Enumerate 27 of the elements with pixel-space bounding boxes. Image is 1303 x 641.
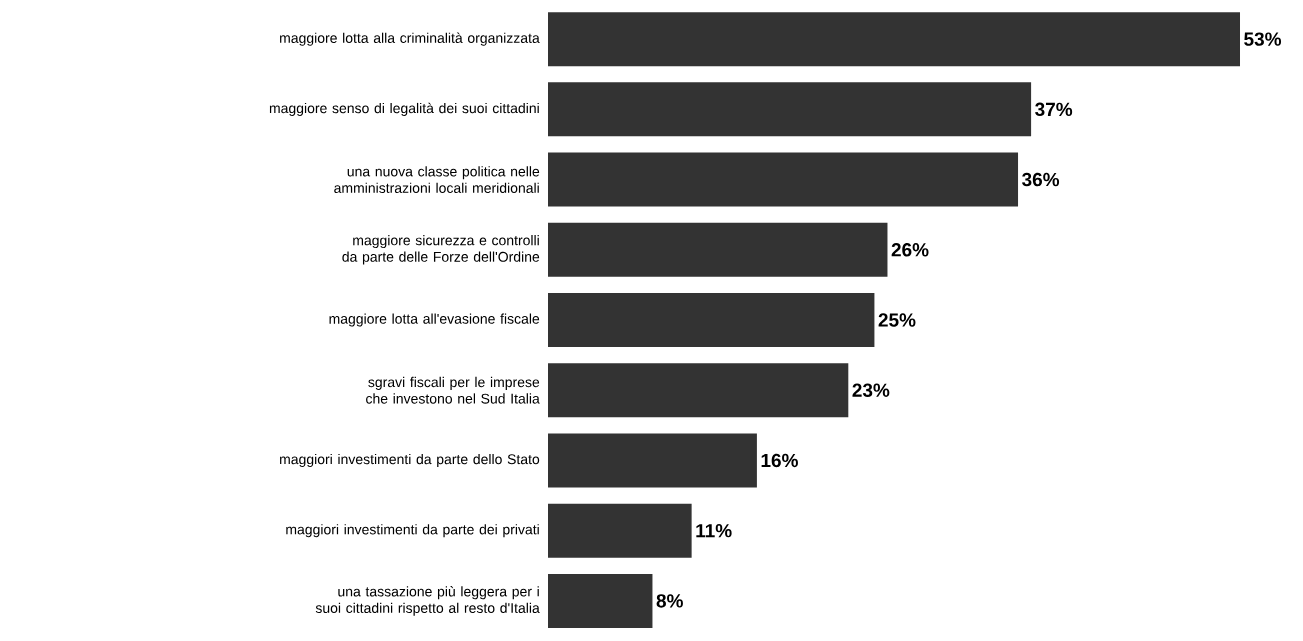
bar bbox=[548, 12, 1240, 67]
data-label: 53% bbox=[1244, 32, 1282, 46]
y-tick-label: maggiore lotta all'evasione fiscale bbox=[329, 313, 540, 327]
data-label: 37% bbox=[1035, 102, 1073, 117]
bar bbox=[548, 82, 1032, 137]
y-tick-label: maggiori investimenti da parte dei privati bbox=[286, 524, 539, 538]
bar bbox=[548, 503, 692, 558]
data-label: 25% bbox=[878, 313, 916, 327]
data-label: 36% bbox=[1022, 172, 1060, 187]
y-tick-label: sgravi fiscali per le imprese che investono nel Sud Italia bbox=[366, 376, 540, 404]
y-tick-label: una nuova classe politica nelle amministrazioni locali meridionali bbox=[334, 166, 540, 193]
bar bbox=[548, 573, 653, 628]
y-tick-label: maggiore lotta alla criminalità organizzata bbox=[280, 32, 540, 46]
bar bbox=[548, 222, 888, 277]
bar bbox=[548, 363, 849, 418]
data-label: 11% bbox=[696, 523, 732, 538]
data-label: 23% bbox=[852, 383, 890, 397]
y-tick-label: maggiore sicurezza e controlli da parte delle Forze dell'Ordine bbox=[342, 235, 540, 265]
y-tick-label: maggiori investimenti da parte dello Stato bbox=[280, 453, 540, 467]
data-label: 8% bbox=[656, 594, 683, 608]
y-tick-label: una tassazione più leggera per i suoi cittadini rispetto al resto d'Italia bbox=[315, 586, 540, 616]
y-tick-label: maggiore senso di legalità dei suoi cittadini bbox=[269, 102, 539, 116]
data-label: 16% bbox=[761, 453, 798, 468]
bar bbox=[548, 293, 875, 348]
data-label: 26% bbox=[891, 243, 929, 257]
bar bbox=[548, 433, 757, 488]
bar bbox=[548, 152, 1019, 207]
